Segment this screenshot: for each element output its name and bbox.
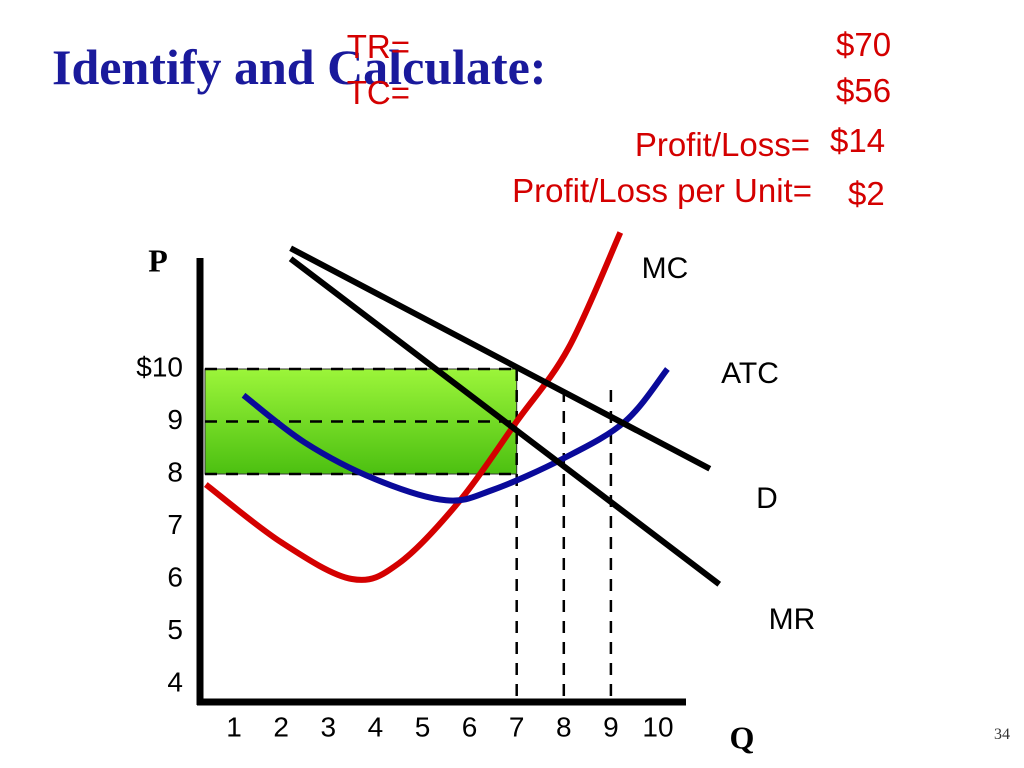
x-tick-label: 3	[321, 711, 337, 742]
mc-label: MC	[642, 252, 689, 285]
tc-label: TC=	[346, 74, 410, 111]
profit-label: Profit/Loss=	[634, 126, 810, 163]
y-tick-label: 7	[167, 509, 183, 540]
x-tick-label: 2	[273, 711, 289, 742]
d-label: D	[756, 482, 778, 515]
tr-label: TR=	[346, 28, 410, 65]
y-tick-label: $10	[136, 351, 183, 382]
profit-per-unit-value: $2	[848, 175, 885, 212]
y-tick-label: 8	[167, 456, 183, 487]
x-axis-title: Q	[730, 719, 755, 755]
tr-value: $70	[836, 26, 892, 63]
x-tick-label: 5	[415, 711, 431, 742]
slide-number: 34	[994, 726, 1010, 743]
tc-value: $56	[836, 72, 892, 109]
x-tick-label: 7	[509, 711, 525, 742]
mr-curve	[288, 256, 722, 587]
profit-value: $14	[830, 122, 886, 159]
x-tick-label: 10	[642, 711, 673, 742]
y-tick-label: 9	[167, 404, 183, 435]
x-tick-label: 1	[226, 711, 242, 742]
y-tick-label: 4	[167, 666, 183, 697]
x-tick-label: 4	[368, 711, 384, 742]
profit-per-unit-label: Profit/Loss per Unit=	[512, 172, 812, 209]
mr-label: MR	[769, 603, 816, 636]
atc-label: ATC	[721, 357, 779, 390]
x-tick-label: 6	[462, 711, 478, 742]
y-axis-title: P	[148, 242, 168, 278]
x-tick-label: 8	[556, 711, 572, 742]
y-tick-label: 5	[167, 614, 183, 645]
d-curve	[289, 245, 712, 472]
slide-title: Identify and Calculate:	[52, 39, 547, 95]
x-tick-label: 9	[603, 711, 619, 742]
y-tick-label: 6	[167, 561, 183, 592]
mc-curve	[204, 231, 624, 583]
